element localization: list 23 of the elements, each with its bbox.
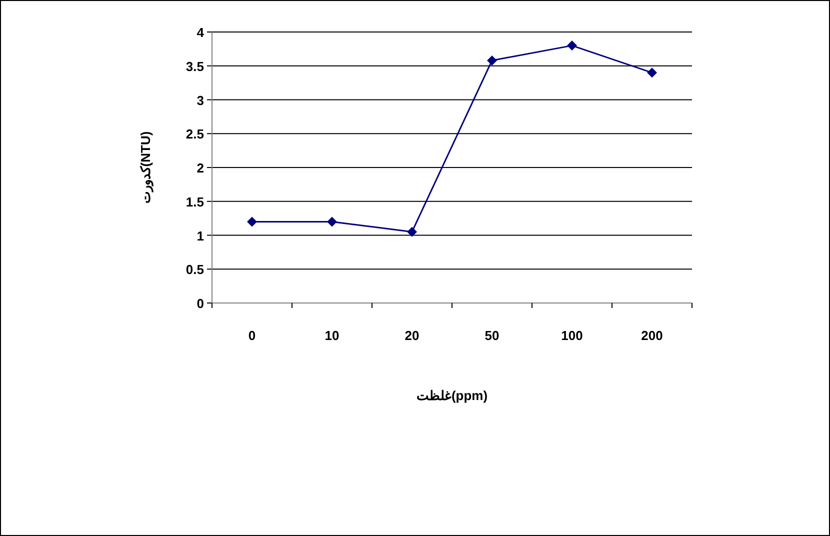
point (327, 216, 337, 227)
x-tick-label: 100 (561, 328, 583, 343)
x-tick-label: 10 (324, 328, 340, 343)
y-tick-label: 0.5 (186, 262, 204, 278)
point (647, 68, 657, 78)
y-tick-label: 1 (196, 228, 204, 244)
point (567, 40, 577, 51)
y-tick-label: 0 (196, 296, 204, 311)
x-tick-label: 20 (404, 328, 420, 343)
y-tick-label: 2.5 (186, 126, 204, 142)
point (407, 226, 417, 237)
x-axis-title: غلظت(ppm) (416, 388, 488, 403)
x-tick-label: 0 (248, 328, 256, 343)
y-tick-label: 2 (196, 160, 204, 176)
point (487, 55, 497, 66)
y-tick-label: 3.5 (186, 58, 204, 74)
y-tick-label: 1.5 (186, 194, 204, 210)
point (247, 216, 257, 227)
y-tick-label: 3 (196, 92, 204, 108)
y-tick-label: 4 (196, 25, 205, 40)
y-axis-title: کدورت(NTU) (138, 131, 154, 204)
x-tick-label: 50 (484, 328, 500, 343)
x-tick-label: 200 (641, 328, 663, 343)
